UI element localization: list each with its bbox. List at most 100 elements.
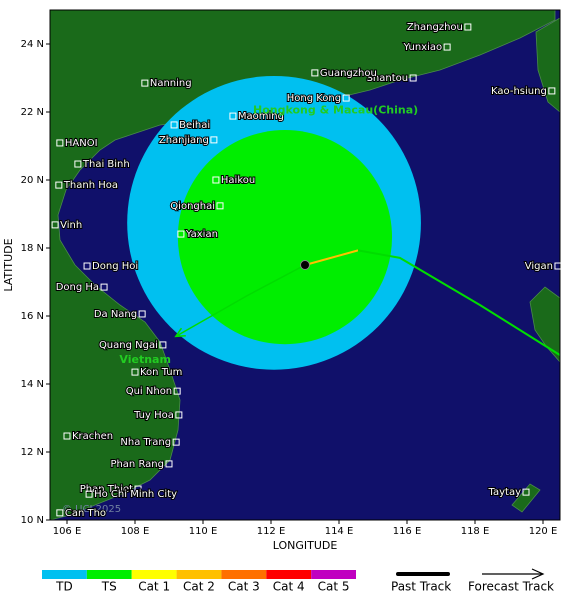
forecast-track	[175, 264, 306, 338]
y-tick-label: 16 N	[21, 311, 44, 322]
luzon	[529, 286, 560, 363]
y-tick-label: 10 N	[21, 515, 44, 526]
city-marker	[85, 490, 93, 498]
city-marker	[173, 387, 181, 395]
legend-swatch	[86, 570, 132, 579]
city-label: Thai Binh	[82, 159, 130, 170]
x-axis-label: LONGITUDE	[273, 539, 338, 552]
taiwan	[535, 17, 560, 113]
city-label: Vigan	[525, 261, 553, 272]
city-marker	[548, 87, 556, 95]
city-marker	[342, 94, 350, 102]
legend-swatch	[131, 570, 177, 579]
city-label: Can Tho	[65, 508, 106, 519]
city-label: Beihai	[179, 120, 210, 131]
legend-swatch	[221, 570, 267, 579]
city-marker	[443, 43, 451, 51]
y-tick-label: 22 N	[21, 107, 44, 118]
city-label: Shantou	[367, 73, 409, 84]
legend-swatch	[266, 570, 312, 579]
city-marker	[134, 485, 142, 493]
legend-label: Cat 2	[183, 580, 215, 594]
city-label: Taytay	[488, 487, 522, 498]
past-track	[304, 249, 359, 266]
legend-label: Cat 5	[318, 580, 350, 594]
city-label: Kao-hsiung	[491, 86, 547, 97]
city-marker	[56, 139, 64, 147]
x-tick-label: 108 E	[121, 526, 150, 537]
city-marker	[216, 202, 224, 210]
city-marker	[170, 121, 178, 129]
city-label: Yunxiao	[403, 42, 443, 53]
city-label: Hong Kong	[287, 93, 341, 104]
x-tick-label: 110 E	[189, 526, 218, 537]
city-marker	[55, 181, 63, 189]
region-label: Vietnam	[119, 353, 171, 366]
city-label: HANOI	[65, 138, 98, 149]
legend-label: TS	[101, 580, 117, 594]
city-label: Vinh	[60, 220, 82, 231]
y-tick-label: 12 N	[21, 447, 44, 458]
city-marker	[131, 368, 139, 376]
city-marker	[554, 262, 562, 270]
city-label: Zhanjiang	[159, 135, 209, 146]
city-label: Qui Nhon	[126, 386, 172, 397]
city-marker	[522, 488, 530, 496]
y-tick-label: 24 N	[21, 39, 44, 50]
x-tick-label: 106 E	[53, 526, 82, 537]
city-marker	[138, 310, 146, 318]
city-label: Yaxian	[185, 229, 218, 240]
city-marker	[175, 411, 183, 419]
map-frame	[49, 9, 561, 521]
x-tick-label: 118 E	[461, 526, 490, 537]
legend-label: Cat 4	[273, 580, 305, 594]
city-label: Guangzhou	[320, 68, 377, 79]
city-marker	[172, 438, 180, 446]
city-marker	[100, 283, 108, 291]
city-label: Kon Tum	[140, 367, 182, 378]
city-label: Quang Ngai	[99, 340, 158, 351]
wind-area	[177, 130, 393, 345]
copyright: © UCI 2025	[62, 504, 121, 515]
city-label: Haikou	[221, 175, 255, 186]
city-marker	[212, 176, 220, 184]
legend-swatch	[42, 570, 87, 579]
city-marker	[141, 79, 149, 87]
legend-forecast-track: Forecast Track	[468, 580, 554, 594]
region-label: Hongkong & Macau(China)	[253, 103, 418, 116]
city-marker	[409, 74, 417, 82]
city-label: Maoming	[238, 111, 284, 122]
y-tick-label: 18 N	[21, 243, 44, 254]
x-tick-label: 114 E	[325, 526, 354, 537]
legend-label: TD	[55, 580, 73, 594]
city-label: Tuy Hoa	[133, 410, 174, 421]
city-marker	[56, 509, 64, 517]
city-marker	[229, 112, 237, 120]
legend-swatch	[311, 570, 356, 579]
y-axis-label: LATITUDE	[2, 238, 15, 291]
city-marker	[63, 432, 71, 440]
palawan	[511, 483, 541, 513]
city-label: Dong Ha	[56, 282, 99, 293]
past-track	[357, 249, 560, 356]
mainland	[50, 10, 556, 520]
city-label: Zhangzhou	[407, 22, 463, 33]
city-label: Thanh Hoa	[63, 180, 118, 191]
x-tick-label: 120 E	[529, 526, 558, 537]
legend-label: Cat 3	[228, 580, 260, 594]
storm-position	[300, 260, 310, 270]
city-marker	[311, 69, 319, 77]
y-tick-label: 14 N	[21, 379, 44, 390]
city-label: Qionghai	[170, 201, 215, 212]
city-marker	[464, 23, 472, 31]
city-marker	[159, 341, 167, 349]
city-label: Da Nang	[94, 309, 137, 320]
city-marker	[83, 262, 91, 270]
city-marker	[177, 230, 185, 238]
city-label: Phan Rang	[110, 459, 164, 470]
legend-label: Cat 1	[138, 580, 170, 594]
city-label: Dong Hoi	[92, 261, 138, 272]
overlay	[127, 75, 560, 370]
city-marker	[165, 460, 173, 468]
x-tick-label: 112 E	[257, 526, 286, 537]
